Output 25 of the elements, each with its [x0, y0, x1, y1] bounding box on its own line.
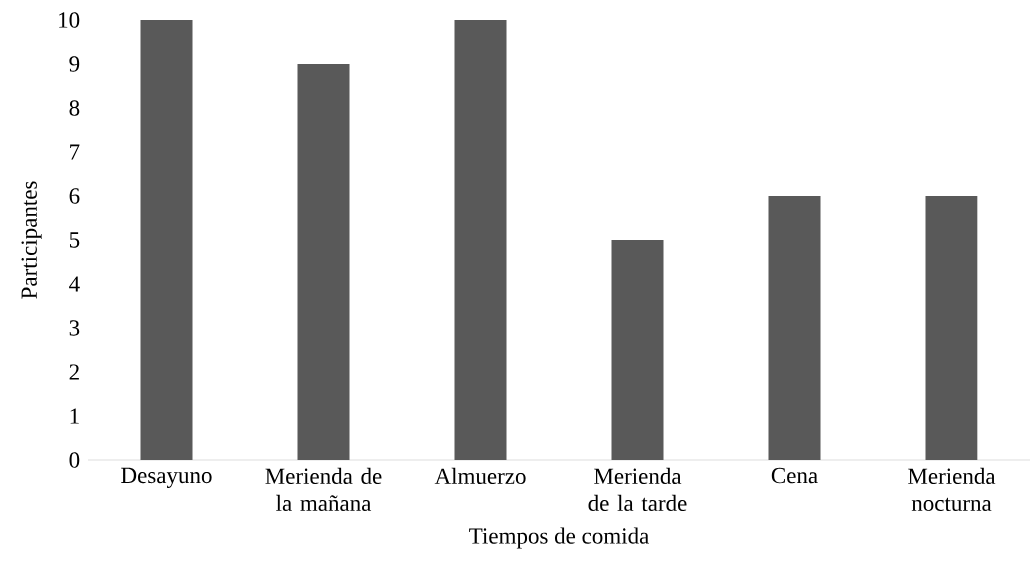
bar	[611, 240, 664, 460]
y-tick-label: 7	[70, 144, 80, 160]
y-tick-label: 2	[69, 364, 79, 380]
y-tick-label: 6	[69, 188, 80, 204]
y-tick-label: 1	[70, 408, 79, 424]
x-tick-label: Merienda de la tarde	[588, 467, 687, 512]
y-axis-title: Participantes	[21, 181, 42, 299]
x-tick-label: Almuerzo	[434, 467, 526, 485]
x-tick-label: Cena	[771, 467, 818, 484]
y-tick-label: 4	[69, 276, 80, 292]
bar	[768, 196, 821, 460]
y-tick-label: 3	[69, 320, 80, 336]
y-tick-label: 5	[69, 232, 80, 248]
y-tick-label: 9	[69, 56, 80, 72]
bar	[925, 196, 978, 460]
y-tick-label: 8	[69, 100, 80, 116]
y-tick-label: 10	[59, 12, 80, 28]
bar	[454, 20, 507, 460]
bar	[140, 20, 193, 460]
x-tick-label: Merienda nocturna	[908, 467, 996, 512]
y-tick-label: 0	[69, 452, 80, 468]
x-tick-label: Desayuno	[121, 467, 212, 488]
x-tick-label: Merienda de la mañana	[265, 467, 382, 512]
bar	[297, 64, 350, 460]
x-axis-title: Tiempos de comida	[469, 527, 649, 549]
